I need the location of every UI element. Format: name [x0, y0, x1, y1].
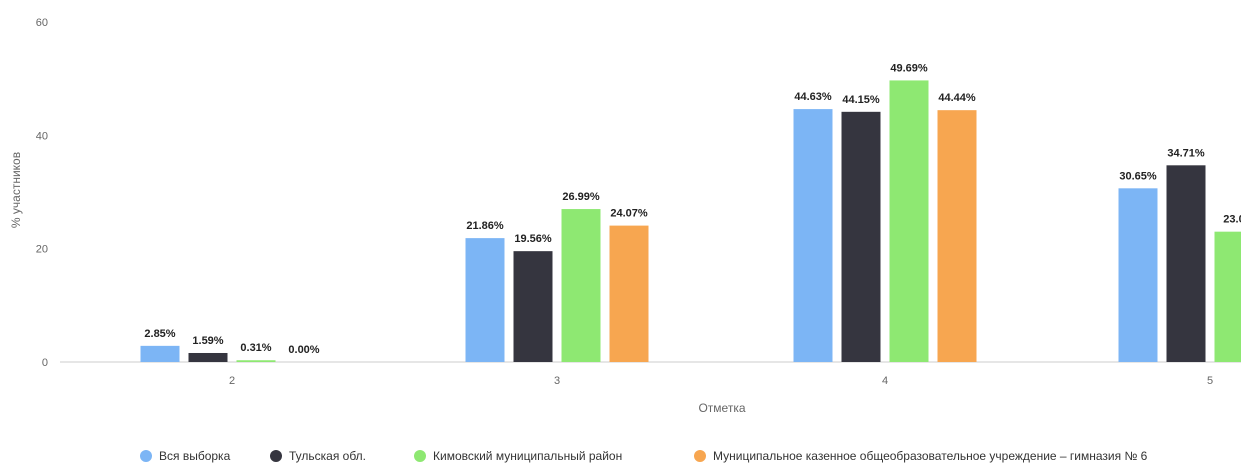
legend-label: Вся выборка — [159, 449, 231, 463]
legend-label: Муниципальное казенное общеобразовательн… — [713, 449, 1148, 463]
data-label: 34.71% — [1167, 147, 1205, 159]
data-label: 44.63% — [794, 91, 832, 103]
y-tick-label: 60 — [36, 17, 48, 29]
bar — [513, 251, 553, 362]
data-label: 19.56% — [514, 233, 552, 245]
bar — [561, 209, 601, 362]
bar — [889, 80, 929, 362]
legend-marker — [694, 450, 706, 462]
bar — [1214, 231, 1241, 362]
data-label: 23.0 — [1223, 214, 1241, 226]
x-tick-label: 5 — [1207, 375, 1213, 387]
data-label: 30.65% — [1119, 170, 1157, 182]
data-label: 2.85% — [144, 328, 175, 340]
legend-marker — [414, 450, 426, 462]
y-tick-label: 0 — [42, 357, 48, 369]
data-label: 26.99% — [562, 191, 600, 203]
legend-marker — [140, 450, 152, 462]
x-tick-label: 2 — [229, 375, 235, 387]
data-label: 24.07% — [610, 208, 648, 220]
x-tick-label: 3 — [554, 375, 560, 387]
bar — [609, 225, 649, 362]
data-label: 44.15% — [842, 94, 880, 106]
bar — [937, 110, 977, 362]
y-tick-label: 40 — [36, 130, 48, 142]
y-axis-title: % участников — [9, 152, 23, 228]
bar — [1166, 165, 1206, 362]
data-label: 49.69% — [890, 62, 928, 74]
legend-marker — [270, 450, 282, 462]
bar — [1118, 188, 1158, 362]
data-label: 0.00% — [288, 344, 319, 356]
legend-label: Тульская обл. — [289, 449, 366, 463]
data-label: 44.44% — [938, 92, 976, 104]
y-tick-label: 20 — [36, 244, 48, 256]
x-axis-title: Отметка — [698, 401, 745, 415]
bar — [140, 345, 180, 362]
legend-label: Кимовский муниципальный район — [433, 449, 622, 463]
bar — [793, 109, 833, 362]
bar — [841, 111, 881, 362]
bar — [188, 352, 228, 362]
bar — [465, 238, 505, 362]
bar — [236, 360, 276, 362]
data-label: 0.31% — [240, 342, 271, 354]
data-label: 1.59% — [192, 335, 223, 347]
data-label: 21.86% — [466, 220, 504, 232]
x-tick-label: 4 — [882, 375, 888, 387]
